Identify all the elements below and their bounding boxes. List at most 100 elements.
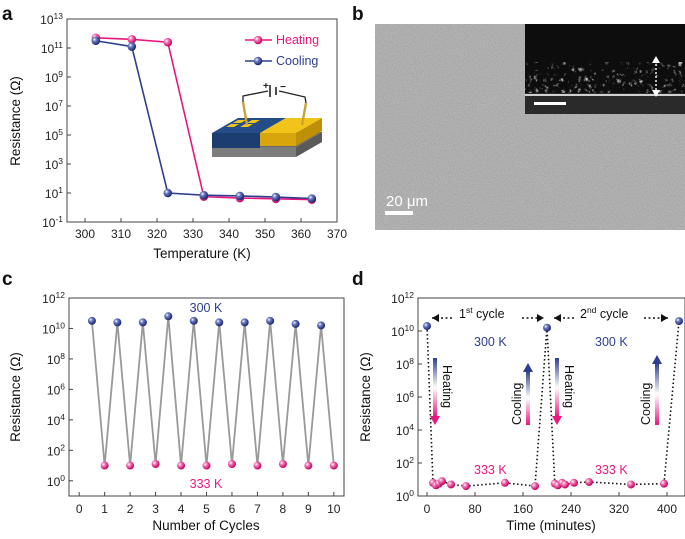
panel-c-point-300k	[215, 318, 224, 327]
panel-a-xtick-label: 340	[219, 227, 239, 241]
panel-c-ytick-label: 106	[47, 381, 65, 397]
panel-a-ylabel: Resistance (Ω)	[8, 76, 23, 166]
legend-cooling-label: Cooling	[276, 54, 318, 68]
panel-c-point-300k	[113, 318, 122, 327]
panel-c-xtick-label: 10	[327, 502, 341, 516]
panel-d-ytick-label: 100	[396, 488, 414, 504]
panel-a-point-cooling	[307, 194, 317, 203]
panel-d-ytick-label: 104	[396, 422, 414, 438]
sem-image: 20 μm	[375, 24, 685, 230]
panel-c-point-333k	[304, 461, 313, 470]
panel-d-xtick-label: 240	[561, 502, 581, 516]
panel-d-xtick-label: 0	[424, 502, 431, 516]
panel-d-ylabel: Resistance (Ω)	[358, 352, 373, 442]
panel-c-point-300k	[317, 321, 326, 330]
panel-c-xtick-label: 8	[280, 502, 287, 516]
cycle-arrows: 1st cycle 2nd cycle	[432, 305, 668, 322]
cycle-label-1: 1st cycle	[459, 305, 505, 321]
panel-c-point-333k	[100, 461, 109, 470]
panel-c-cycle-line	[91, 316, 335, 466]
panel-a-xtick-label: 350	[255, 227, 275, 241]
panel-d-series	[423, 317, 683, 491]
panel-c-point-300k	[87, 316, 96, 325]
scale-bar-label: 20 μm	[386, 193, 428, 210]
panel-d-point-300k	[675, 317, 683, 326]
panel-d-300k-label-2: 300 K	[595, 335, 628, 349]
panel-c-xtick-label: 7	[254, 502, 261, 516]
panel-a-point-cooling	[199, 190, 209, 200]
panel-d-xtick-label: 320	[609, 502, 629, 516]
panel-c-point-333k	[278, 460, 287, 469]
panel-a-xtick-label: 310	[111, 227, 131, 241]
panel-a-point-cooling	[127, 42, 137, 51]
panel-c-300k-label: 300 K	[190, 301, 223, 315]
panel-a-xtick-label: 330	[183, 227, 203, 241]
svg-text:−: −	[280, 82, 286, 93]
panel-a-point-cooling	[163, 188, 173, 198]
panel-c-axes: 0 1 2 3 4 5 6 7 8 9 10 100 102 104 106 108 1010 1012	[42, 290, 341, 516]
panel-a-point-cooling	[271, 192, 281, 202]
panel-d-point-333k	[660, 479, 668, 488]
panel-d-xtick-label: 80	[468, 502, 482, 516]
panel-a-xtick-label: 320	[147, 227, 167, 241]
legend-heating-marker	[253, 35, 263, 45]
panel-a-ytick-label: 1013	[40, 11, 63, 27]
panel-d-point-333k	[570, 478, 578, 487]
panel-a-ytick-label: 105	[45, 127, 63, 143]
arrow-label-cooling-1: Cooling	[510, 383, 524, 425]
panel-a-point-cooling	[235, 191, 245, 201]
panel-c-333k-label: 333 K	[190, 477, 223, 491]
panel-c-ytick-label: 1012	[42, 290, 65, 306]
panel-c-point-300k	[266, 316, 275, 325]
panel-d-chart: 0 80 160 240 320 400 100 102 104 106 108 1010 1012 1…	[358, 290, 685, 533]
arrow-label-cooling-2: Cooling	[639, 383, 653, 425]
arrow-label-heating-1: Heating	[440, 365, 454, 408]
panel-a-ytick-label: 109	[45, 69, 63, 85]
panel-c-point-333k	[227, 460, 236, 469]
panel-label-a: a	[2, 4, 13, 25]
panel-d-ytick-label: 106	[396, 389, 414, 405]
panel-c-xlabel: Number of Cycles	[152, 518, 260, 533]
panel-label-c: c	[2, 269, 13, 290]
panel-d-xtick-label: 160	[513, 502, 533, 516]
panel-c-xtick-label: 3	[152, 502, 159, 516]
panel-d-333k-label-2: 333 K	[595, 463, 628, 477]
panel-a-frame	[66, 18, 338, 223]
sem-cross-section-inset	[525, 24, 685, 114]
panel-c-ylabel: Resistance (Ω)	[8, 352, 23, 442]
svg-text:+: +	[263, 81, 269, 92]
panel-d-point-333k	[501, 478, 509, 487]
panel-c-ytick-label: 100	[47, 473, 65, 489]
panel-a-point-heating	[127, 35, 137, 44]
legend-heating-label: Heating	[276, 33, 319, 47]
panel-c-point-300k	[164, 312, 173, 321]
panel-c-chart: 0 1 2 3 4 5 6 7 8 9 10 100 102 104 106 108 1010 1012 300 …	[8, 290, 345, 533]
panel-c-point-300k	[291, 319, 300, 328]
panel-c-xtick-label: 2	[127, 502, 134, 516]
panel-d-ytick-label: 108	[396, 356, 414, 372]
panel-d-point-333k	[447, 480, 455, 489]
panel-c-xtick-label: 6	[229, 502, 236, 516]
panel-c-ytick-label: 102	[47, 442, 65, 458]
panel-d-300k-label-1: 300 K	[474, 335, 507, 349]
panel-label-b: b	[352, 4, 364, 25]
panel-c-ytick-label: 1010	[42, 320, 65, 336]
cycle-label-2: 2nd cycle	[580, 305, 628, 321]
panel-d-point-333k	[438, 477, 446, 486]
panel-c-ytick-label: 108	[47, 351, 65, 367]
panel-a-xlabel: Temperature (K)	[153, 246, 251, 261]
panel-d-xlabel: Time (minutes)	[506, 518, 596, 533]
panel-c-point-333k	[177, 461, 186, 470]
panel-a-series	[91, 33, 317, 204]
panel-a-chart: 300 310 320 330 340 350 360 370 10-1 101 103 105 107…	[8, 11, 347, 261]
panel-c-xtick-label: 5	[203, 502, 210, 516]
panel-d-point-333k	[585, 477, 593, 486]
panel-d-xtick-label: 400	[657, 502, 677, 516]
panel-a-point-heating	[163, 37, 173, 47]
panel-d-point-300k	[543, 323, 551, 332]
panel-c-point-300k	[189, 316, 198, 325]
panel-d-ytick-label: 102	[396, 455, 414, 471]
arrow-label-heating-2: Heating	[562, 365, 576, 408]
panel-c-point-333k	[253, 461, 262, 470]
